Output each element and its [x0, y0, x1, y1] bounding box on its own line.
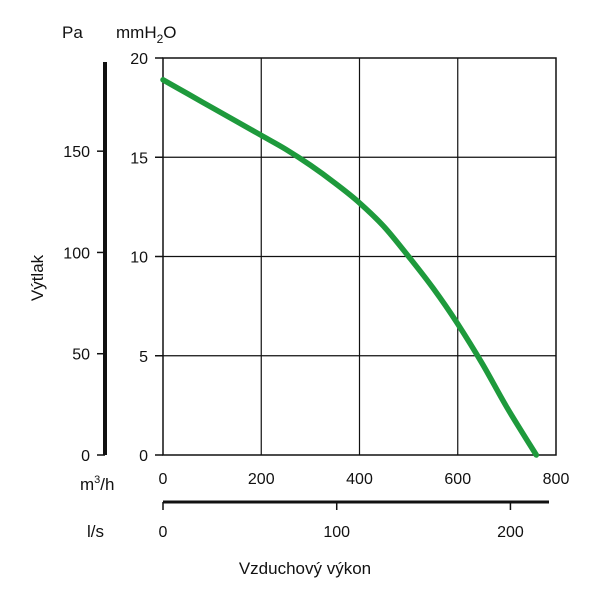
- m3h-tick-label: 0: [159, 471, 168, 488]
- performance-curve: [160, 77, 540, 458]
- ls-unit-label: l/s: [87, 522, 104, 541]
- pa-tick-label: 50: [72, 347, 90, 364]
- pa-tick-label: 0: [81, 448, 90, 465]
- pa-tick-label: 150: [63, 144, 90, 161]
- m3h-tick-label: 200: [248, 471, 275, 488]
- m3h-tick-label: 800: [543, 471, 570, 488]
- m3h-tick-label: 400: [346, 471, 373, 488]
- y-axis-title: Výtlak: [28, 254, 47, 301]
- pa-unit-label: Pa: [62, 23, 83, 42]
- mmh2o-tick-label: 15: [130, 150, 148, 167]
- mmh2o-tick-label: 5: [139, 349, 148, 366]
- pa-tick-label: 100: [63, 245, 90, 262]
- x-axis-title: Vzduchový výkon: [239, 559, 371, 578]
- m3h-unit-label: m3/h: [80, 474, 114, 494]
- ls-tick-label: 200: [497, 524, 524, 541]
- mmh2o-tick-label: 0: [139, 448, 148, 465]
- m3h-tick-label: 600: [444, 471, 471, 488]
- grid: [163, 58, 556, 455]
- mmh2o-tick-label: 10: [130, 250, 148, 267]
- mmh2o-unit-label: mmH2O: [116, 23, 177, 46]
- curve-layer: [160, 77, 540, 458]
- ls-tick-label: 100: [323, 524, 350, 541]
- mmh2o-tick-label: 20: [130, 51, 148, 68]
- ls-tick-label: 0: [159, 524, 168, 541]
